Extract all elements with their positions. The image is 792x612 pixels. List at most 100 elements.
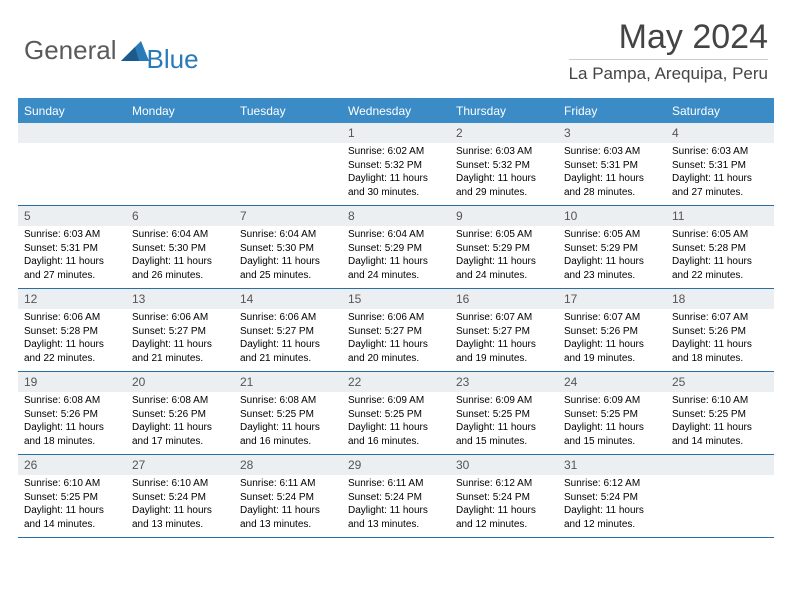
day-number: 10 [558, 206, 666, 226]
sunrise-line: Sunrise: 6:12 AM [456, 477, 554, 491]
day-number: 18 [666, 289, 774, 309]
day-details: Sunrise: 6:07 AMSunset: 5:26 PMDaylight:… [666, 311, 774, 365]
sunset-line: Sunset: 5:31 PM [672, 159, 770, 173]
day-cell: 11Sunrise: 6:05 AMSunset: 5:28 PMDayligh… [666, 206, 774, 288]
daylight-line: Daylight: 11 hours and 13 minutes. [132, 504, 230, 531]
day-cell: 17Sunrise: 6:07 AMSunset: 5:26 PMDayligh… [558, 289, 666, 371]
daylight-line: Daylight: 11 hours and 24 minutes. [348, 255, 446, 282]
sunrise-line: Sunrise: 6:05 AM [456, 228, 554, 242]
sunrise-line: Sunrise: 6:03 AM [456, 145, 554, 159]
sunset-line: Sunset: 5:25 PM [672, 408, 770, 422]
sunset-line: Sunset: 5:31 PM [564, 159, 662, 173]
day-details: Sunrise: 6:12 AMSunset: 5:24 PMDaylight:… [450, 477, 558, 531]
day-cell: 2Sunrise: 6:03 AMSunset: 5:32 PMDaylight… [450, 123, 558, 205]
daylight-line: Daylight: 11 hours and 14 minutes. [672, 421, 770, 448]
daylight-line: Daylight: 11 hours and 16 minutes. [240, 421, 338, 448]
sunrise-line: Sunrise: 6:04 AM [132, 228, 230, 242]
sunset-line: Sunset: 5:26 PM [564, 325, 662, 339]
day-details: Sunrise: 6:04 AMSunset: 5:30 PMDaylight:… [234, 228, 342, 282]
daylight-line: Daylight: 11 hours and 27 minutes. [672, 172, 770, 199]
sunrise-line: Sunrise: 6:09 AM [456, 394, 554, 408]
day-details: Sunrise: 6:08 AMSunset: 5:26 PMDaylight:… [18, 394, 126, 448]
sunset-line: Sunset: 5:24 PM [456, 491, 554, 505]
day-details: Sunrise: 6:10 AMSunset: 5:25 PMDaylight:… [666, 394, 774, 448]
day-number: 30 [450, 455, 558, 475]
sunrise-line: Sunrise: 6:04 AM [240, 228, 338, 242]
sunset-line: Sunset: 5:29 PM [348, 242, 446, 256]
sunrise-line: Sunrise: 6:09 AM [564, 394, 662, 408]
day-details: Sunrise: 6:11 AMSunset: 5:24 PMDaylight:… [342, 477, 450, 531]
sunrise-line: Sunrise: 6:10 AM [24, 477, 122, 491]
day-number: 14 [234, 289, 342, 309]
daylight-line: Daylight: 11 hours and 21 minutes. [132, 338, 230, 365]
brand-logo: General Blue [24, 26, 199, 75]
day-cell: 1Sunrise: 6:02 AMSunset: 5:32 PMDaylight… [342, 123, 450, 205]
daylight-line: Daylight: 11 hours and 12 minutes. [456, 504, 554, 531]
day-number: 24 [558, 372, 666, 392]
day-cell: 24Sunrise: 6:09 AMSunset: 5:25 PMDayligh… [558, 372, 666, 454]
day-details: Sunrise: 6:10 AMSunset: 5:25 PMDaylight:… [18, 477, 126, 531]
day-cell: 20Sunrise: 6:08 AMSunset: 5:26 PMDayligh… [126, 372, 234, 454]
brand-text-general: General [24, 35, 117, 66]
day-number: 15 [342, 289, 450, 309]
sunrise-line: Sunrise: 6:03 AM [564, 145, 662, 159]
location-text: La Pampa, Arequipa, Peru [569, 59, 768, 84]
sunset-line: Sunset: 5:30 PM [132, 242, 230, 256]
day-details: Sunrise: 6:07 AMSunset: 5:26 PMDaylight:… [558, 311, 666, 365]
week-row: 12Sunrise: 6:06 AMSunset: 5:28 PMDayligh… [18, 289, 774, 372]
brand-text-blue: Blue [147, 44, 199, 75]
day-number: 29 [342, 455, 450, 475]
header: General Blue May 2024 La Pampa, Arequipa… [0, 0, 792, 88]
week-row: 26Sunrise: 6:10 AMSunset: 5:25 PMDayligh… [18, 455, 774, 538]
sunrise-line: Sunrise: 6:05 AM [564, 228, 662, 242]
day-cell: 13Sunrise: 6:06 AMSunset: 5:27 PMDayligh… [126, 289, 234, 371]
sunset-line: Sunset: 5:29 PM [456, 242, 554, 256]
sunrise-line: Sunrise: 6:08 AM [24, 394, 122, 408]
sunset-line: Sunset: 5:32 PM [348, 159, 446, 173]
daylight-line: Daylight: 11 hours and 22 minutes. [672, 255, 770, 282]
day-details: Sunrise: 6:03 AMSunset: 5:31 PMDaylight:… [666, 145, 774, 199]
day-details: Sunrise: 6:03 AMSunset: 5:31 PMDaylight:… [558, 145, 666, 199]
day-cell: 27Sunrise: 6:10 AMSunset: 5:24 PMDayligh… [126, 455, 234, 537]
sunrise-line: Sunrise: 6:09 AM [348, 394, 446, 408]
day-details: Sunrise: 6:06 AMSunset: 5:28 PMDaylight:… [18, 311, 126, 365]
day-number: 23 [450, 372, 558, 392]
day-cell: . [126, 123, 234, 205]
day-cell: 10Sunrise: 6:05 AMSunset: 5:29 PMDayligh… [558, 206, 666, 288]
day-number: 31 [558, 455, 666, 475]
daylight-line: Daylight: 11 hours and 20 minutes. [348, 338, 446, 365]
sunset-line: Sunset: 5:25 PM [456, 408, 554, 422]
daylight-line: Daylight: 11 hours and 18 minutes. [672, 338, 770, 365]
sunrise-line: Sunrise: 6:06 AM [348, 311, 446, 325]
weekday-header: Wednesday [342, 100, 450, 123]
day-number: 1 [342, 123, 450, 143]
weekday-header: Monday [126, 100, 234, 123]
sunrise-line: Sunrise: 6:11 AM [240, 477, 338, 491]
sunrise-line: Sunrise: 6:06 AM [132, 311, 230, 325]
day-details: Sunrise: 6:09 AMSunset: 5:25 PMDaylight:… [450, 394, 558, 448]
day-cell: 29Sunrise: 6:11 AMSunset: 5:24 PMDayligh… [342, 455, 450, 537]
daylight-line: Daylight: 11 hours and 14 minutes. [24, 504, 122, 531]
sunrise-line: Sunrise: 6:04 AM [348, 228, 446, 242]
day-details: Sunrise: 6:06 AMSunset: 5:27 PMDaylight:… [342, 311, 450, 365]
sunrise-line: Sunrise: 6:07 AM [456, 311, 554, 325]
day-cell: 26Sunrise: 6:10 AMSunset: 5:25 PMDayligh… [18, 455, 126, 537]
day-cell: 4Sunrise: 6:03 AMSunset: 5:31 PMDaylight… [666, 123, 774, 205]
day-number: . [18, 123, 126, 143]
day-cell: . [234, 123, 342, 205]
day-details: Sunrise: 6:10 AMSunset: 5:24 PMDaylight:… [126, 477, 234, 531]
day-details: Sunrise: 6:05 AMSunset: 5:28 PMDaylight:… [666, 228, 774, 282]
day-cell: . [18, 123, 126, 205]
day-number: 21 [234, 372, 342, 392]
day-number: 22 [342, 372, 450, 392]
daylight-line: Daylight: 11 hours and 21 minutes. [240, 338, 338, 365]
day-cell: 21Sunrise: 6:08 AMSunset: 5:25 PMDayligh… [234, 372, 342, 454]
sunrise-line: Sunrise: 6:07 AM [564, 311, 662, 325]
sunset-line: Sunset: 5:24 PM [348, 491, 446, 505]
day-number: 20 [126, 372, 234, 392]
weeks-container: ...1Sunrise: 6:02 AMSunset: 5:32 PMDayli… [18, 123, 774, 538]
day-number: 13 [126, 289, 234, 309]
daylight-line: Daylight: 11 hours and 22 minutes. [24, 338, 122, 365]
sunset-line: Sunset: 5:26 PM [132, 408, 230, 422]
sunrise-line: Sunrise: 6:03 AM [672, 145, 770, 159]
